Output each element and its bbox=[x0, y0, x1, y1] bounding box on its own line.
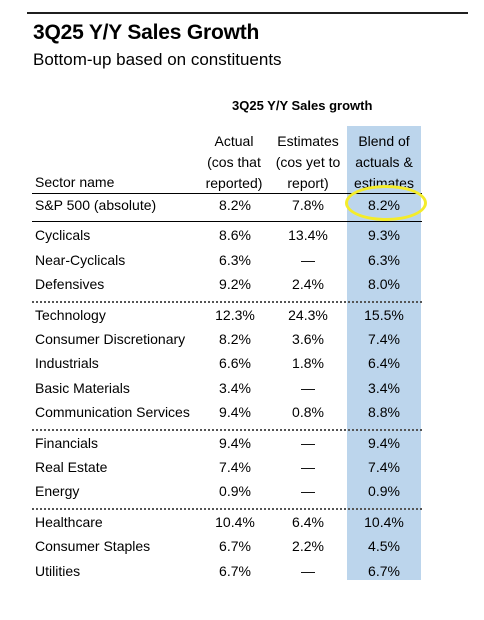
estimates-cell: — bbox=[301, 434, 315, 451]
estimates-cell: 3.6% bbox=[292, 331, 324, 347]
table-row: Utilities 6.7% — 6.7% bbox=[0, 563, 484, 587]
header-rule bbox=[32, 193, 422, 194]
page-title: 3Q25 Y/Y Sales Growth bbox=[33, 21, 260, 44]
estimates-cell: 0.8% bbox=[292, 404, 324, 421]
column-header-line: report) bbox=[287, 175, 329, 191]
table-row: Communication Services 9.4% 0.8% 8.8% bbox=[0, 404, 484, 428]
sector-name-cell: Consumer Staples bbox=[35, 538, 151, 555]
table-row: Consumer Staples 6.7% 2.2% 4.5% bbox=[0, 538, 484, 562]
blend-cell: 8.0% bbox=[368, 276, 400, 293]
blend-cell: 3.4% bbox=[368, 379, 400, 396]
table-row: Cyclicals 8.6% 13.4% 9.3% bbox=[0, 227, 484, 251]
table-row: Energy 0.9% — 0.9% bbox=[0, 483, 484, 507]
actual-cell: 9.4% bbox=[219, 404, 251, 421]
column-header-line: Estimates bbox=[277, 133, 339, 149]
blend-cell: 7.4% bbox=[368, 331, 400, 347]
sector-name-cell: Industrials bbox=[35, 355, 99, 372]
blend-cell: 7.4% bbox=[368, 459, 400, 475]
estimates-cell: — bbox=[301, 251, 315, 268]
sector-name-cell: Real Estate bbox=[35, 459, 108, 475]
blend-cell: 9.3% bbox=[368, 227, 400, 244]
table-title: 3Q25 Y/Y Sales growth bbox=[232, 98, 373, 113]
column-header-line: Actual bbox=[214, 133, 254, 149]
group-separator bbox=[32, 300, 422, 303]
actual-cell: 6.7% bbox=[219, 538, 251, 555]
table-row: Technology 12.3% 24.3% 15.5% bbox=[0, 307, 484, 331]
sector-name-cell: Near-Cyclicals bbox=[35, 251, 126, 268]
table-row: Healthcare 10.4% 6.4% 10.4% bbox=[0, 514, 484, 538]
actual-cell: 6.7% bbox=[219, 562, 251, 579]
actual-cell: 12.3% bbox=[215, 306, 255, 323]
group-separator bbox=[32, 507, 422, 510]
sector-name-cell: Energy bbox=[35, 483, 80, 500]
actual-cell: 0.9% bbox=[219, 483, 251, 500]
blend-cell: 10.4% bbox=[364, 513, 404, 530]
sector-name-cell: Basic Materials bbox=[35, 379, 130, 396]
blend-cell: 0.9% bbox=[368, 483, 400, 500]
table-row: Real Estate 7.4% — 7.4% bbox=[0, 459, 484, 483]
estimates-cell: 7.8% bbox=[292, 197, 324, 213]
estimates-cell: — bbox=[301, 562, 315, 579]
estimates-cell: 13.4% bbox=[288, 227, 328, 244]
estimates-cell: — bbox=[301, 459, 315, 475]
column-header-actual: Actual (cos that reported) bbox=[200, 131, 268, 194]
blend-cell: 6.7% bbox=[368, 562, 400, 579]
table-row: Consumer Discretionary 8.2% 3.6% 7.4% bbox=[0, 331, 484, 355]
sector-name-cell: Consumer Discretionary bbox=[35, 331, 186, 347]
estimates-cell: 2.2% bbox=[292, 538, 324, 555]
blend-cell: 9.4% bbox=[368, 434, 400, 451]
sector-name-cell: S&P 500 (absolute) bbox=[35, 197, 157, 213]
column-header-sector: Sector name bbox=[35, 173, 195, 191]
actual-cell: 8.6% bbox=[219, 227, 251, 244]
sector-name-cell: Healthcare bbox=[35, 513, 103, 530]
blend-cell: 15.5% bbox=[364, 306, 404, 323]
actual-cell: 8.2% bbox=[219, 331, 251, 347]
sector-name-cell: Technology bbox=[35, 306, 106, 323]
actual-cell: 6.3% bbox=[219, 251, 251, 268]
sector-name-cell: Defensives bbox=[35, 276, 105, 293]
table-row: Basic Materials 3.4% — 3.4% bbox=[0, 380, 484, 404]
highlight-circle bbox=[345, 185, 427, 221]
actual-cell: 7.4% bbox=[219, 459, 251, 475]
group-separator bbox=[32, 428, 422, 431]
estimates-cell: — bbox=[301, 379, 315, 396]
blend-cell: 6.3% bbox=[368, 251, 400, 268]
column-header-estimates: Estimates (cos yet to report) bbox=[270, 131, 346, 194]
sector-name-cell: Communication Services bbox=[35, 404, 190, 421]
actual-cell: 9.4% bbox=[219, 434, 251, 451]
column-header-line: (cos that bbox=[207, 154, 261, 170]
sector-name-cell: Utilities bbox=[35, 562, 81, 579]
table-row: Near-Cyclicals 6.3% — 6.3% bbox=[0, 252, 484, 276]
group-separator bbox=[32, 221, 422, 223]
sector-name-cell: Cyclicals bbox=[35, 227, 91, 244]
actual-cell: 6.6% bbox=[219, 355, 251, 372]
column-header-line: Sector name bbox=[35, 174, 115, 190]
blend-cell: 6.4% bbox=[368, 355, 400, 372]
estimates-cell: 6.4% bbox=[292, 513, 324, 530]
estimates-cell: 2.4% bbox=[292, 276, 324, 293]
blend-cell: 4.5% bbox=[368, 538, 400, 555]
table-row: Financials 9.4% — 9.4% bbox=[0, 435, 484, 459]
estimates-cell: 1.8% bbox=[292, 355, 324, 372]
estimates-cell: — bbox=[301, 483, 315, 500]
page-subtitle: Bottom-up based on constituents bbox=[33, 50, 282, 69]
actual-cell: 10.4% bbox=[215, 513, 255, 530]
column-header-line: reported) bbox=[205, 175, 263, 191]
actual-cell: 3.4% bbox=[219, 379, 251, 396]
actual-cell: 8.2% bbox=[219, 197, 251, 213]
estimates-cell: 24.3% bbox=[288, 306, 328, 323]
column-header-line: Blend of bbox=[358, 133, 410, 149]
sector-name-cell: Financials bbox=[35, 434, 99, 451]
actual-cell: 9.2% bbox=[219, 276, 251, 293]
top-rule bbox=[27, 12, 468, 14]
column-header-line: (cos yet to bbox=[275, 154, 341, 170]
column-header-line: actuals & bbox=[355, 154, 413, 170]
blend-cell: 8.8% bbox=[368, 404, 400, 421]
table-row: Defensives 9.2% 2.4% 8.0% bbox=[0, 276, 484, 300]
table-row: Industrials 6.6% 1.8% 6.4% bbox=[0, 355, 484, 379]
